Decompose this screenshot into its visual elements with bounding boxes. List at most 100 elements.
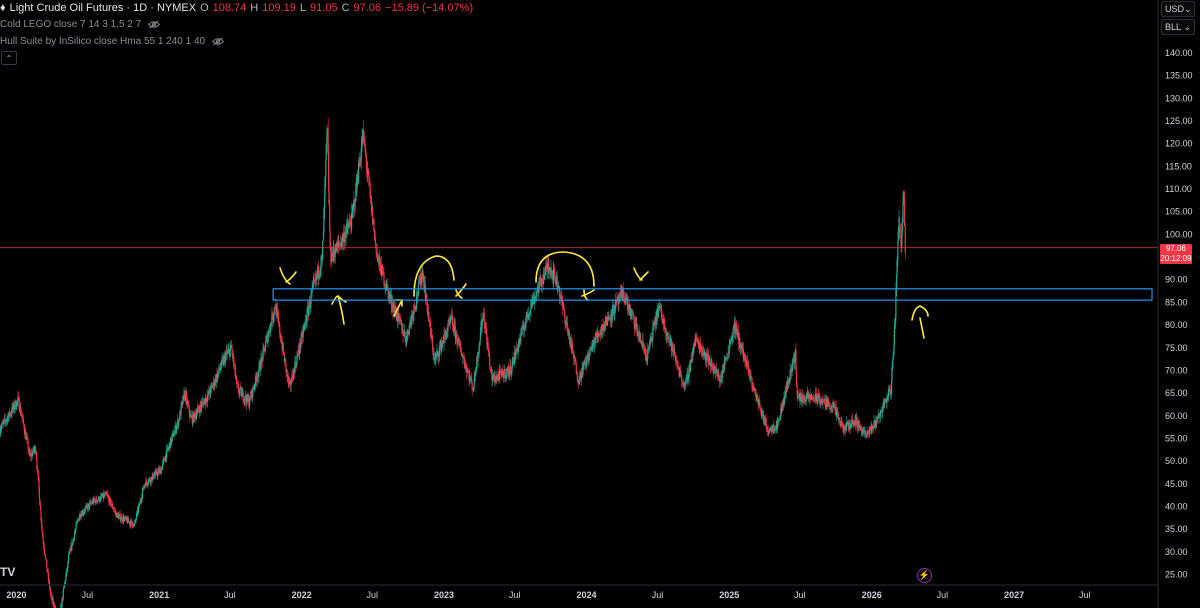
candle-body (870, 429, 872, 431)
candle-body (715, 369, 717, 374)
candle-body (438, 356, 440, 357)
candle-body (816, 397, 818, 401)
candle-body (681, 375, 683, 382)
candle-body (190, 414, 192, 418)
candle-body (389, 297, 391, 298)
candle-body (765, 418, 767, 424)
candle-body (690, 359, 692, 363)
candle-body (722, 370, 725, 373)
candle-body (270, 323, 272, 325)
candle-body (463, 356, 465, 360)
candle-body (875, 420, 877, 427)
candle-body (75, 523, 77, 529)
price-tick-label: 45.00 (1165, 479, 1188, 489)
symbol-title[interactable]: Light Crude Oil Futures · 1D · NYMEX (9, 2, 197, 14)
candle-body (598, 334, 600, 336)
candle-body (450, 315, 453, 320)
candle-body (659, 305, 661, 308)
candle-body (446, 331, 448, 333)
unit-select[interactable]: BLL ⌄ (1161, 19, 1195, 35)
candle-body (130, 520, 133, 521)
chevron-up-icon: ⌃ (5, 53, 13, 63)
eye-off-icon[interactable] (147, 20, 161, 29)
price-tick-label: 40.00 (1165, 501, 1188, 511)
candle-body (574, 360, 576, 363)
candle-body (540, 277, 542, 279)
tradingview-logo[interactable]: TV (0, 565, 16, 579)
candle-body (192, 413, 194, 422)
candle-body (570, 337, 572, 349)
candle-body (27, 440, 29, 450)
candle-body (34, 446, 36, 450)
candle-body (235, 375, 237, 379)
candle-body (649, 339, 651, 345)
candle-body (50, 591, 52, 595)
currency-select[interactable]: USD ⌄ (1161, 1, 1195, 17)
candle-body (604, 323, 606, 326)
candle-body (768, 429, 771, 433)
candle-body (317, 266, 320, 278)
candle-body (679, 372, 681, 376)
candle-body (660, 307, 662, 311)
candle-body (233, 364, 236, 366)
candle-body (538, 281, 540, 294)
candle-body (691, 360, 693, 363)
candle-body (339, 243, 341, 246)
candle-body (759, 407, 761, 409)
candle-body (578, 381, 580, 384)
collapse-legend-button[interactable]: ⌃ (1, 51, 17, 65)
candle-body (373, 219, 375, 231)
candle-body (695, 336, 697, 338)
candle-body (241, 392, 243, 397)
indicator-legend-hull[interactable]: Hull Suite by InSilico close Hma 55 1 24… (0, 36, 225, 47)
candle-body (44, 553, 46, 558)
candle-body (322, 232, 325, 242)
candle-body (511, 360, 513, 368)
candle-body (274, 308, 277, 310)
candle-body (193, 412, 195, 415)
candle-body (178, 419, 180, 421)
candle-body (576, 374, 578, 376)
price-axis[interactable]: 25.00 30.00 35.00 40.00 45.00 50.00 55.00 60.00… (1165, 48, 1193, 580)
candle-body (711, 359, 713, 366)
candle-body (458, 338, 460, 341)
candle-body (33, 449, 35, 451)
candle-body (671, 343, 673, 351)
candle-body (818, 394, 820, 395)
candle-body (426, 294, 428, 306)
candle-body (830, 407, 833, 409)
candle-body (734, 322, 736, 324)
annotation-stroke (535, 251, 595, 287)
indicator-legend-lego[interactable]: Cold LEGO close 7 14 3 1.5 2 7 (0, 19, 161, 30)
candle-body (197, 406, 199, 410)
candle-body (735, 323, 737, 334)
candle-body (22, 418, 25, 425)
candle-body (603, 330, 605, 332)
candle-body (348, 224, 350, 229)
candle-body (565, 323, 568, 324)
candle-body (27, 438, 29, 441)
candle-body (857, 420, 859, 428)
time-tick-label: Jul (509, 590, 521, 600)
candle-body (573, 356, 575, 359)
lightning-icon[interactable]: ⚡ (917, 568, 932, 583)
candle-body (65, 574, 67, 581)
time-axis[interactable]: 2020 Jul 2021 Jul 2022 Jul 2023 Jul 2024 Jul 2025 J… (6, 590, 1090, 600)
candle-body (643, 344, 645, 349)
candle-body (677, 367, 679, 369)
candle-body (462, 356, 464, 357)
candle-body (181, 401, 183, 405)
candle-body (633, 314, 635, 317)
candle-body (850, 423, 852, 429)
candle-body (379, 257, 381, 264)
candle-body (887, 389, 890, 398)
last-price-tag: 97.06 20:12:09 (1160, 244, 1192, 264)
eye-off-icon[interactable] (211, 37, 225, 46)
candle-body (633, 323, 636, 330)
candle-body (873, 420, 876, 422)
candle-body (152, 473, 154, 480)
candle-body (510, 365, 512, 375)
support-zone-rectangle[interactable] (272, 288, 1153, 301)
candle-body (421, 272, 423, 280)
